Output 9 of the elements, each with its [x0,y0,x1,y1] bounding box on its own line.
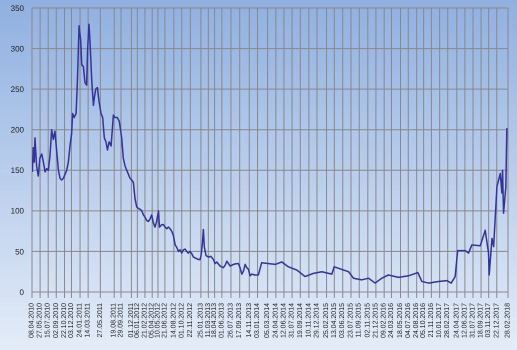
y-tick-label: 150 [10,166,25,176]
y-tick-label: 350 [10,4,25,13]
y-tick-label: 250 [10,84,25,94]
y-tick-label: 0 [20,288,25,297]
y-tick-label: 50 [15,247,25,256]
y-tick-label: 300 [10,44,25,54]
line-series [32,23,508,284]
y-tick-label: 100 [10,206,25,216]
y-tick-label: 200 [10,126,25,135]
